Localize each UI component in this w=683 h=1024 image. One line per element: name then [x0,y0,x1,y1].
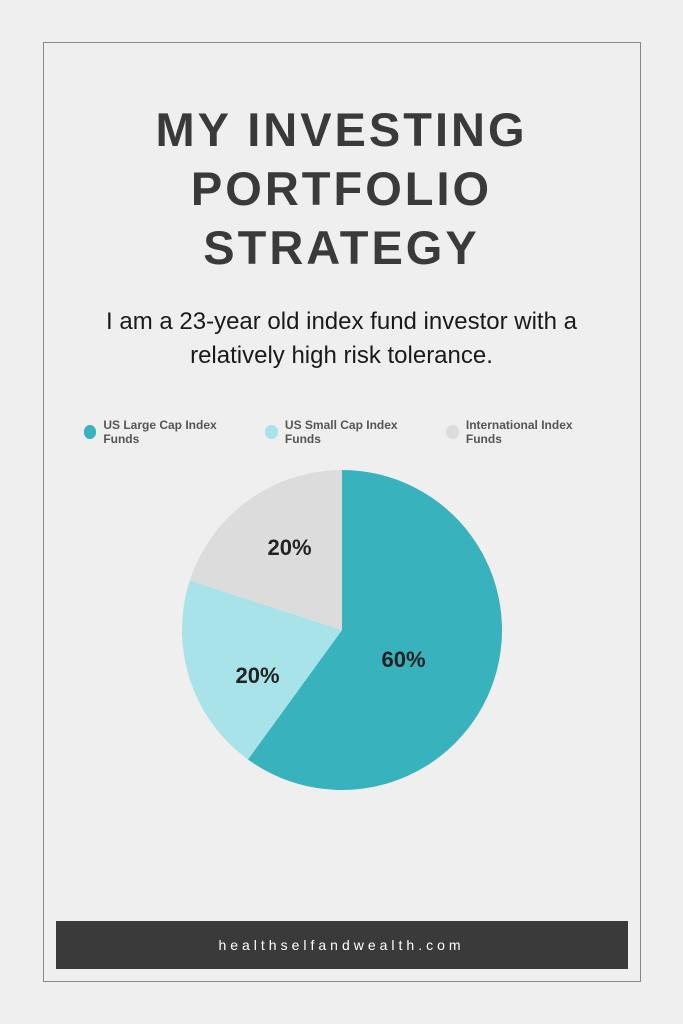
legend-swatch-icon [446,425,459,439]
legend-item: US Large Cap Index Funds [84,418,244,446]
legend-swatch-icon [84,425,97,439]
legend-label: US Small Cap Index Funds [285,418,424,446]
legend-label: International Index Funds [466,418,600,446]
pie-slice-label: 60% [381,647,425,673]
infographic-card: MY INVESTING PORTFOLIO STRATEGY I am a 2… [43,42,641,982]
footer-bar: healthselfandwealth.com [56,921,628,969]
page-title: MY INVESTING PORTFOLIO STRATEGY [84,101,600,277]
pie-chart: 60% 20% 20% [182,470,502,790]
pie-legend: US Large Cap Index Funds US Small Cap In… [84,418,600,446]
legend-label: US Large Cap Index Funds [103,418,243,446]
pie-slice-label: 20% [235,663,279,689]
footer-url: healthselfandwealth.com [218,937,464,953]
legend-item: International Index Funds [446,418,599,446]
pie-svg [182,470,502,790]
legend-item: US Small Cap Index Funds [265,418,424,446]
pie-slice-label: 20% [267,535,311,561]
legend-swatch-icon [265,425,278,439]
subtitle-text: I am a 23-year old index fund investor w… [102,305,582,372]
